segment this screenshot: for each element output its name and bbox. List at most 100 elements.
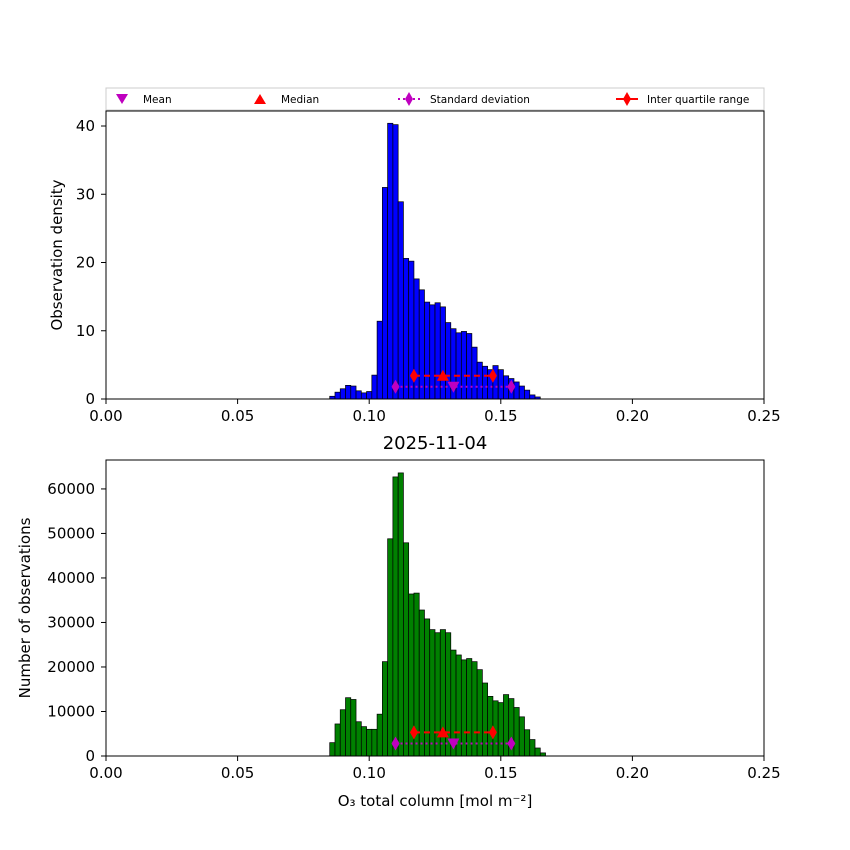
y-tick-label: 40 bbox=[76, 117, 95, 135]
x-tick-label: 0.15 bbox=[484, 764, 517, 782]
histogram-bar bbox=[524, 729, 531, 757]
count-y-axis: 0 10000 20000 30000 40000 50000 60000 bbox=[47, 480, 106, 765]
x-tick-label: 0.05 bbox=[221, 764, 254, 782]
legend-mean-marker bbox=[116, 94, 128, 104]
x-tick-label: 0.20 bbox=[616, 764, 649, 782]
density-x-axis: 0.00 0.05 0.10 0.15 0.20 0.25 bbox=[89, 399, 781, 425]
density-bars bbox=[329, 122, 541, 400]
mean-marker bbox=[447, 381, 460, 393]
legend-median-marker bbox=[254, 94, 266, 104]
std-diamond-marker bbox=[391, 379, 400, 394]
y-tick-label: 10000 bbox=[47, 702, 95, 720]
y-tick-label: 0 bbox=[85, 390, 95, 408]
histogram-bar bbox=[392, 124, 399, 400]
x-tick-label: 0.20 bbox=[616, 407, 649, 425]
iqr-diamond-marker bbox=[488, 725, 497, 740]
histogram-bar bbox=[529, 394, 536, 400]
histogram-bar bbox=[360, 726, 367, 757]
histogram-bar bbox=[439, 306, 446, 400]
y-tick-label: 10 bbox=[76, 322, 95, 340]
histogram-bar bbox=[350, 699, 357, 757]
density-y-axis: 0 10 20 30 40 bbox=[76, 117, 106, 408]
histogram-bar bbox=[345, 697, 352, 757]
histogram-bar bbox=[445, 632, 452, 757]
histogram-bar bbox=[334, 391, 341, 400]
iqr-diamond-marker bbox=[409, 368, 418, 383]
histogram-bar bbox=[503, 694, 510, 757]
histogram-bar bbox=[345, 385, 352, 400]
histogram-bar bbox=[482, 365, 488, 400]
histogram-bar bbox=[397, 201, 404, 400]
histogram-bar bbox=[497, 702, 504, 757]
histogram-bar bbox=[397, 472, 404, 757]
histogram-bar bbox=[524, 389, 531, 400]
legend-iqr-label: Inter quartile range bbox=[647, 94, 749, 106]
x-tick-label: 0.15 bbox=[484, 407, 517, 425]
histogram-bar bbox=[455, 332, 462, 400]
histogram-bar bbox=[471, 661, 478, 757]
histogram-bar bbox=[334, 723, 341, 757]
y-tick-label: 50000 bbox=[47, 524, 95, 542]
histogram-bar bbox=[429, 629, 436, 757]
histogram-bar bbox=[387, 538, 394, 757]
chart-title: 2025-11-04 bbox=[383, 433, 488, 454]
histogram-bar bbox=[418, 609, 425, 757]
count-x-axis: 0.00 0.05 0.10 0.15 0.20 0.25 bbox=[89, 756, 781, 782]
legend-frame bbox=[105, 87, 765, 111]
histogram-bar bbox=[529, 739, 536, 757]
y-tick-label: 20 bbox=[76, 254, 95, 272]
histogram-bar bbox=[339, 709, 346, 757]
density-plot-frame bbox=[105, 110, 765, 400]
histogram-bar bbox=[518, 385, 525, 400]
legend-std-marker bbox=[405, 92, 413, 106]
histogram-bar bbox=[371, 728, 378, 757]
median-marker bbox=[436, 726, 449, 738]
histogram-bar bbox=[460, 659, 467, 757]
histogram-bar bbox=[429, 304, 436, 400]
count-y-axis-label: Number of observations bbox=[16, 517, 34, 698]
histogram-bar bbox=[434, 632, 441, 757]
histogram-bar bbox=[424, 618, 431, 757]
histogram-bar bbox=[376, 713, 383, 757]
count-plot-frame bbox=[105, 459, 765, 757]
histogram-bar bbox=[534, 747, 541, 757]
histogram-bar bbox=[518, 716, 525, 757]
count-x-axis-label: O₃ total column [mol m⁻²] bbox=[338, 792, 533, 810]
x-tick-label: 0.25 bbox=[747, 764, 780, 782]
histogram-bar bbox=[513, 707, 520, 757]
histogram-bar bbox=[466, 333, 473, 400]
histogram-bar bbox=[460, 331, 467, 400]
density-histogram-panel: 0.00 0.05 0.10 0.15 0.20 0.25 0 10 20 30 40 Obser… bbox=[48, 110, 781, 425]
legend-median-label: Median bbox=[281, 94, 319, 106]
std-diamond-marker bbox=[507, 379, 516, 394]
legend-std-label: Standard deviation bbox=[430, 94, 530, 106]
histogram-bar bbox=[387, 122, 394, 400]
count-stat-markers bbox=[391, 725, 516, 751]
y-tick-label: 60000 bbox=[47, 480, 95, 498]
histogram-bar bbox=[513, 381, 520, 400]
legend-iqr-marker bbox=[623, 92, 631, 106]
histogram-bar bbox=[360, 392, 367, 400]
mean-marker bbox=[447, 738, 460, 750]
histogram-bar bbox=[376, 320, 383, 400]
legend-mean-label: Mean bbox=[143, 94, 172, 106]
x-tick-label: 0.00 bbox=[89, 407, 122, 425]
histogram-bar bbox=[350, 385, 357, 400]
histogram-bar bbox=[392, 476, 399, 757]
histogram-bar bbox=[497, 369, 504, 400]
x-tick-label: 0.10 bbox=[352, 764, 385, 782]
x-tick-label: 0.00 bbox=[89, 764, 122, 782]
histogram-bar bbox=[482, 682, 488, 757]
histogram-bar bbox=[418, 289, 425, 400]
histogram-bar bbox=[471, 346, 478, 400]
histogram-bar bbox=[403, 542, 410, 757]
histogram-bar bbox=[366, 391, 373, 400]
density-y-axis-label: Observation density bbox=[48, 179, 66, 330]
histogram-bar bbox=[476, 361, 483, 400]
std-diamond-marker bbox=[507, 736, 516, 751]
histogram-bar bbox=[424, 301, 431, 400]
iqr-diamond-marker bbox=[409, 725, 418, 740]
histogram-bar bbox=[382, 187, 388, 400]
y-tick-label: 30000 bbox=[47, 613, 95, 631]
histogram-bar bbox=[403, 258, 410, 400]
